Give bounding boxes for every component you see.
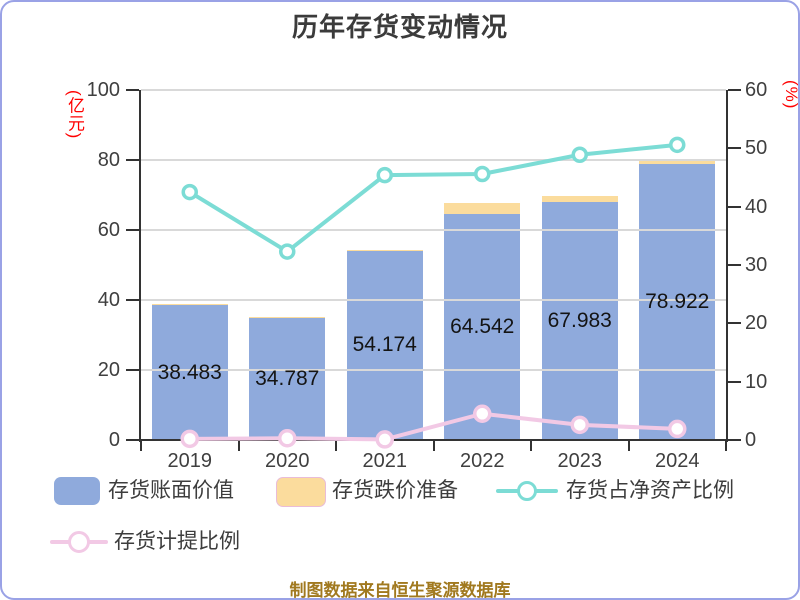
line-marker [279,243,296,260]
x-axis-tick [725,441,727,451]
legend-label-provision: 存货跌价准备 [332,479,458,502]
y-axis-left-tick [126,89,139,91]
x-axis-tick [140,441,142,451]
legend-label-provision-ratio: 存货计提比例 [114,530,240,553]
y-axis-left-tick-label: 100 [86,79,120,101]
y-axis-left-tick [126,369,139,371]
bar-segment-provision [639,158,716,164]
y-axis-right-tick [728,264,741,266]
y-axis-left-tick [126,299,139,301]
line-marker [278,429,297,448]
line-marker [376,166,393,184]
bar-segment-book-value [541,202,618,440]
y-axis-left-tick [126,229,139,231]
y-axis-left-tick-label: 60 [97,219,120,241]
y-axis-right-tick [728,89,741,91]
bar-segment-book-value [639,163,716,440]
x-axis-category-label: 2023 [557,450,603,472]
legend-label-book-value: 存货账面价值 [108,479,234,502]
right-axis-unit-label: (%) [782,80,800,110]
x-axis-category-label: 2020 [265,450,310,472]
y-axis-right-tick-label: 20 [745,312,768,335]
y-axis-right-tick-label: 40 [745,195,768,218]
y-axis-right-tick-label: 30 [745,254,768,276]
y-axis-right-tick-label: 60 [745,79,768,101]
bar-value-label: 54.174 [352,333,417,357]
line-marker [181,183,198,201]
legend-label-net-asset-ratio: 存货占净资产比例 [566,479,734,502]
legend-marker-provision-ratio [68,531,90,553]
x-axis-tick [335,441,337,451]
x-axis-tick [627,441,630,451]
bar-segment-provision [346,249,423,251]
x-axis-category-label: 2022 [460,450,505,472]
bar-segment-book-value [346,250,423,440]
line-marker [474,165,491,183]
line-provision-ratio [189,411,678,442]
x-axis-category-label: 2021 [362,450,408,472]
line-marker [180,429,199,449]
bar-value-label: 78.922 [645,289,710,313]
gridline [141,159,726,161]
gridline [141,299,726,301]
x-axis-tick [432,441,435,451]
legend-swatch-book-value [54,477,100,505]
y-axis-left-tick-label: 20 [97,359,120,381]
y-axis-left-line [139,90,141,442]
left-axis-unit-label: (亿元) [65,90,84,140]
bar-value-label: 34.787 [255,367,320,391]
y-axis-right-tick [728,205,741,208]
bar-segment-provision [249,317,326,319]
legend-marker-net-asset-ratio [517,481,537,501]
line-marker [668,419,687,439]
line-net-asset-ratio [188,142,678,254]
y-axis-left-tick [126,159,139,161]
bar-segment-provision [151,304,228,306]
y-axis-right-tick-label: 10 [745,370,768,393]
y-axis-right-tick-label: 50 [745,137,768,160]
line-marker [669,136,686,154]
gridline [141,229,726,231]
gridline [141,369,726,371]
legend-swatch-provision [276,477,326,507]
y-axis-right-tick-label: 0 [745,429,757,451]
y-axis-right-line [726,90,728,442]
line-marker [375,430,394,449]
x-axis-category-label: 2024 [655,450,700,472]
bar-segment-book-value [249,318,326,440]
y-axis-right-tick [728,147,741,150]
line-layer [180,136,687,449]
chart-title: 历年存货变动情况 [291,12,508,42]
bar-value-label: 67.983 [547,309,612,333]
x-axis-tick [530,441,532,451]
x-axis-category-label: 2019 [167,450,213,472]
line-marker [473,404,492,423]
line-marker [571,146,588,163]
y-axis-left-tick-label: 80 [97,149,120,171]
bar-value-label: 64.542 [450,315,515,339]
y-axis-right-tick [728,322,741,325]
x-axis-line [139,439,728,441]
data-source-note: 制图数据来自恒生聚源数据库 [289,581,511,600]
y-axis-right-tick [728,380,741,383]
x-axis-tick [237,441,240,451]
bar-segment-book-value [444,214,521,440]
y-axis-left-tick-label: 0 [108,429,120,451]
y-axis-left-tick-label: 40 [97,289,120,311]
y-axis-left-tick [126,439,139,441]
y-axis-right-tick [728,439,741,441]
bar-segment-book-value [151,305,228,440]
bar-segment-provision [444,202,521,215]
gridline [141,89,726,91]
bar-segment-provision [541,195,618,203]
line-marker [570,415,589,435]
bar-value-label: 38.483 [157,360,222,384]
